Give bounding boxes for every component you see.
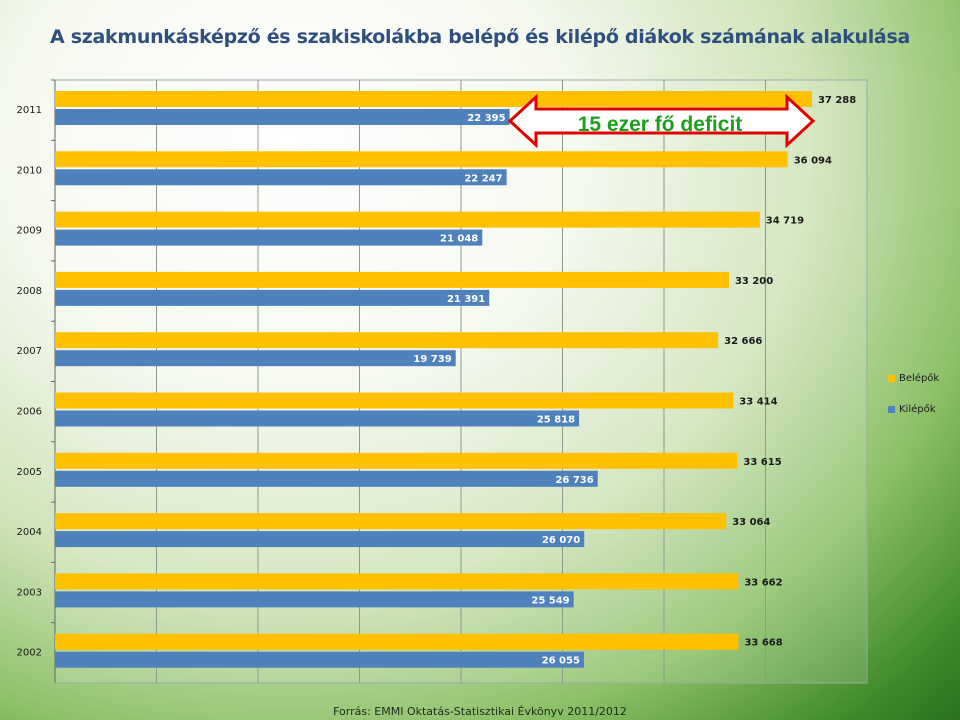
- deficit-annotation: 15 ezer fő deficit: [507, 93, 816, 149]
- bar-belepok: [55, 452, 738, 469]
- bar-belepok: [55, 633, 739, 650]
- data-label-belepok: 32 666: [724, 336, 762, 347]
- data-label-kilepok: 21 391: [447, 294, 485, 305]
- data-label-belepok: 33 615: [743, 457, 781, 468]
- bar-belepok: [55, 151, 788, 168]
- data-label-kilepok: 26 055: [542, 656, 580, 667]
- bar-belepok: [55, 91, 812, 107]
- data-label-kilepok: 25 549: [531, 595, 569, 606]
- deficit-label: 15 ezer fő deficit: [578, 113, 743, 136]
- legend-swatch-belepok: [888, 375, 895, 382]
- category-label: 2003: [17, 587, 42, 598]
- data-label-kilepok: 25 818: [537, 415, 575, 426]
- bar-belepok: [55, 211, 760, 228]
- legend-label-kilepok: Kilépők: [899, 404, 936, 415]
- data-label-kilepok: 21 048: [440, 234, 478, 245]
- data-label-belepok: 33 668: [744, 638, 782, 649]
- category-label: 2007: [17, 346, 42, 357]
- category-label: 2005: [17, 467, 42, 478]
- data-label-kilepok: 22 247: [464, 173, 502, 184]
- bar-belepok: [55, 271, 729, 288]
- bar-kilepok: [55, 410, 580, 427]
- bar-belepok: [55, 573, 739, 590]
- source-note: Forrás: EMMI Oktatás-Statisztikai Évköny…: [333, 705, 627, 718]
- bar-kilepok: [55, 470, 598, 487]
- legend-item-kilepok: Kilépők: [888, 400, 939, 419]
- category-label: 2004: [17, 527, 42, 538]
- bar-kilepok: [55, 350, 456, 367]
- bar-kilepok: [55, 169, 507, 186]
- legend-label-belepok: Belépők: [899, 373, 940, 384]
- category-label: 2008: [17, 286, 42, 297]
- category-label: 2006: [17, 407, 42, 418]
- data-label-belepok: 33 064: [732, 517, 770, 528]
- category-label: 2010: [17, 165, 42, 176]
- data-label-kilepok: 26 070: [542, 535, 580, 546]
- category-label: 2011: [17, 105, 42, 116]
- bar-kilepok: [55, 531, 585, 548]
- bar-kilepok: [55, 591, 574, 608]
- chart-title: A szakmunkásképző és szakiskolákba belép…: [50, 26, 910, 48]
- legend-swatch-kilepok: [888, 406, 895, 413]
- bar-kilepok: [55, 651, 584, 668]
- data-label-belepok: 33 662: [744, 577, 782, 588]
- bar-belepok: [55, 392, 734, 409]
- data-label-kilepok: 26 736: [555, 475, 593, 486]
- data-label-belepok: 36 094: [794, 155, 832, 166]
- data-label-kilepok: 22 395: [467, 113, 505, 124]
- data-label-belepok: 37 288: [818, 95, 856, 106]
- bar-belepok: [55, 513, 727, 530]
- bar-kilepok: [55, 229, 483, 246]
- bar-belepok: [55, 332, 719, 349]
- data-label-belepok: 34 719: [766, 216, 804, 227]
- bar-kilepok: [55, 109, 510, 125]
- legend-item-belepok: Belépők: [888, 369, 939, 388]
- data-label-belepok: 33 200: [735, 276, 773, 287]
- bar-kilepok: [55, 289, 490, 306]
- category-label: 2002: [17, 648, 42, 659]
- data-label-belepok: 33 414: [739, 397, 777, 408]
- deficit-double-arrow: [507, 93, 816, 149]
- data-label-kilepok: 19 739: [413, 354, 451, 365]
- category-label: 2009: [17, 226, 42, 237]
- legend: Belépők Kilépők: [888, 369, 939, 431]
